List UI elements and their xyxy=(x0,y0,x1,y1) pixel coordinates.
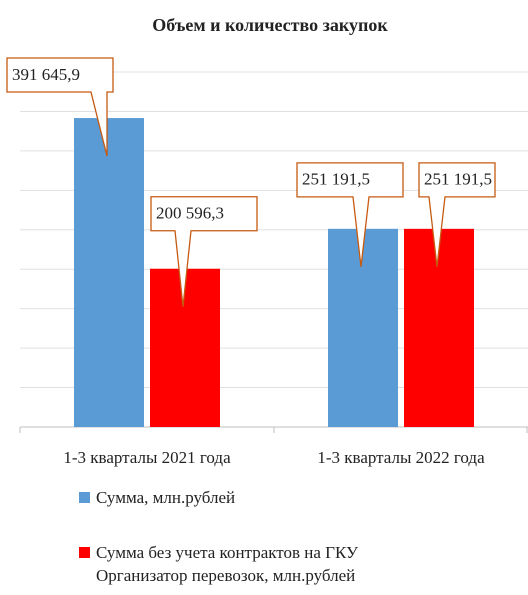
bar xyxy=(328,228,398,427)
legend-label: Сумма, млн.рублей xyxy=(96,488,236,507)
callout xyxy=(418,162,496,267)
callout xyxy=(296,162,404,267)
data-label: 200 596,3 xyxy=(156,204,224,223)
bar xyxy=(150,268,220,427)
callout xyxy=(150,196,258,307)
callout xyxy=(6,57,114,157)
x-tick-label: 1-3 кварталы 2022 года xyxy=(317,448,485,467)
data-label: 391 645,9 xyxy=(12,65,80,84)
bar xyxy=(74,118,144,427)
legend-label: Сумма без учета контрактов на ГКУ Органи… xyxy=(96,543,359,585)
legend-item: Сумма без учета контрактов на ГКУ Органи… xyxy=(79,541,446,587)
data-label: 251 191,5 xyxy=(302,170,370,189)
x-tick-label: 1-3 кварталы 2021 года xyxy=(63,448,231,467)
legend-swatch xyxy=(79,492,90,503)
chart-title: Объем и количество закупок xyxy=(152,15,388,35)
chart: Объем и количество закупок 1-3 кварталы … xyxy=(6,15,528,467)
bar xyxy=(404,228,474,427)
legend-swatch xyxy=(79,547,90,558)
legend-item: Сумма, млн.рублей xyxy=(79,486,496,509)
data-label: 251 191,5 xyxy=(424,170,492,189)
